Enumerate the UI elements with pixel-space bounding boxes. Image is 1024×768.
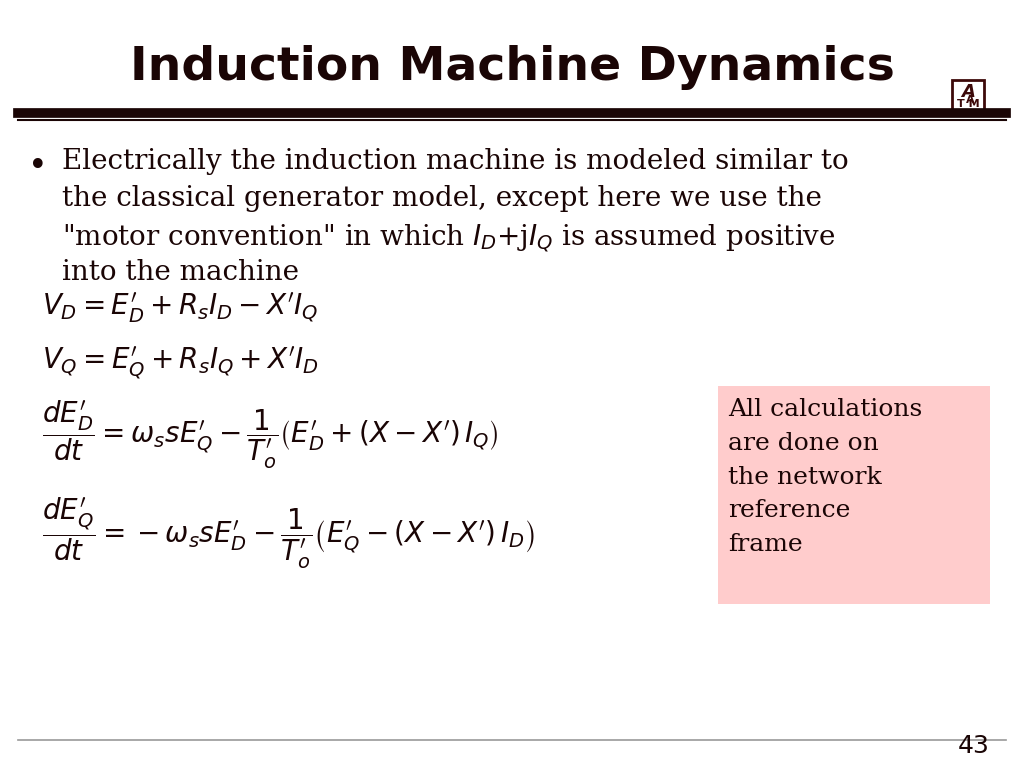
Text: "motor convention" in which $I_D$+j$I_Q$ is assumed positive: "motor convention" in which $I_D$+j$I_Q$… [62, 222, 836, 254]
Text: T M: T M [956, 99, 979, 109]
Text: $V_D = E^\prime_D + R_s I_D - X^\prime I_Q$: $V_D = E^\prime_D + R_s I_D - X^\prime I… [42, 290, 318, 326]
Text: $\dfrac{dE^\prime_Q}{dt} = -\omega_s s E^\prime_D - \dfrac{1}{T^\prime_o}\left(E: $\dfrac{dE^\prime_Q}{dt} = -\omega_s s E… [42, 495, 535, 571]
Text: Electrically the induction machine is modeled similar to: Electrically the induction machine is mo… [62, 148, 849, 175]
Text: •: • [28, 150, 48, 183]
Text: Ā: Ā [966, 95, 974, 105]
Text: All calculations
are done on
the network
reference
frame: All calculations are done on the network… [728, 398, 923, 556]
FancyBboxPatch shape [718, 386, 990, 604]
Text: into the machine: into the machine [62, 259, 299, 286]
Text: the classical generator model, except here we use the: the classical generator model, except he… [62, 185, 822, 212]
Text: $\dfrac{dE^\prime_D}{dt} = \omega_s s E^\prime_Q - \dfrac{1}{T^\prime_o}\left(E^: $\dfrac{dE^\prime_D}{dt} = \omega_s s E^… [42, 399, 499, 472]
Bar [952, 80, 984, 112]
Text: 43: 43 [958, 734, 990, 758]
Text: $V_Q = E^\prime_Q + R_s I_Q + X^\prime I_D$: $V_Q = E^\prime_Q + R_s I_Q + X^\prime I… [42, 345, 318, 382]
Text: Induction Machine Dynamics: Induction Machine Dynamics [130, 45, 894, 91]
Text: A: A [962, 83, 975, 101]
